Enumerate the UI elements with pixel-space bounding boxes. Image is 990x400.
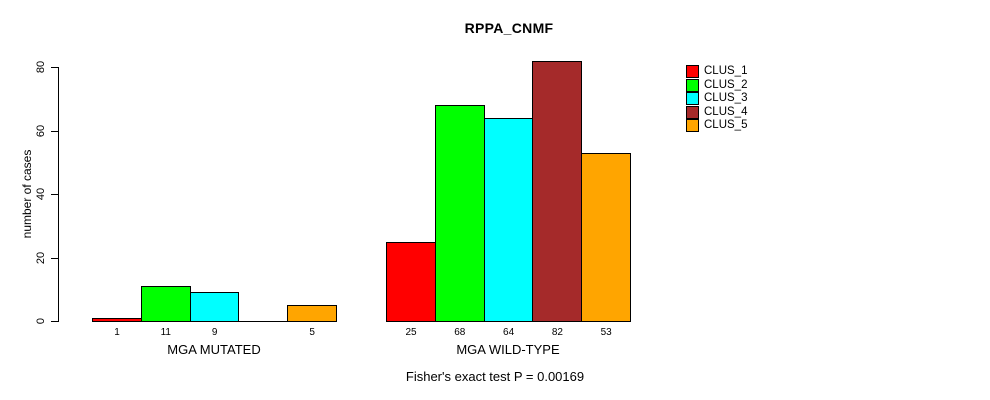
x-axis-group-label-mga-mutated: MGA MUTATED <box>167 342 261 357</box>
x-axis-group-label-mga-wild-type: MGA WILD-TYPE <box>456 342 560 357</box>
bar-value-label: 68 <box>454 327 466 338</box>
y-axis-tick <box>51 194 58 196</box>
bar-clus-1-mga-wild-type <box>386 241 436 322</box>
legend-item-label: CLUS_4 <box>704 105 748 118</box>
y-axis-tick <box>51 67 58 69</box>
legend-item-label: CLUS_3 <box>704 92 748 104</box>
y-axis-title: number of cases <box>20 149 34 239</box>
bar-value-label: 53 <box>600 327 612 338</box>
y-axis-line <box>58 67 59 322</box>
bar-clus-4-mga-mutated <box>238 321 289 322</box>
legend-item-label: CLUS_2 <box>704 78 748 91</box>
bar-clus-2-mga-mutated <box>140 286 191 322</box>
legend-item-label: CLUS_5 <box>704 119 748 131</box>
y-axis-tick-label: 60 <box>35 124 47 137</box>
y-axis-tick-label: 20 <box>35 251 47 264</box>
y-axis-tick-label: 0 <box>35 317 47 325</box>
bar-value-label: 25 <box>405 327 417 338</box>
y-axis-tick-label: 80 <box>35 61 47 74</box>
bar-value-label: 11 <box>160 327 171 338</box>
legend-swatch-clus-2 <box>686 78 699 92</box>
legend-swatch-clus-3 <box>686 92 699 105</box>
bar-value-label: 64 <box>503 327 515 338</box>
bar-value-label: 9 <box>211 327 218 338</box>
legend: CLUS_1 CLUS_2 CLUS_3 CLUS_4 CLUS_5 <box>686 65 806 145</box>
legend-swatch-clus-5 <box>686 119 699 132</box>
bar-value-label: 82 <box>551 327 563 338</box>
footnote-fisher-test: Fisher's exact test P = 0.00169 <box>405 369 585 384</box>
bar-value-label: 5 <box>309 327 315 338</box>
bar-clus-3-mga-mutated <box>189 292 240 322</box>
legend-swatch-clus-1 <box>686 65 699 78</box>
legend-item-label: CLUS_1 <box>704 65 748 77</box>
chart-title: RPPA_CNMF <box>464 20 554 36</box>
y-axis-tick <box>51 130 58 132</box>
bar-clus-5-mga-mutated <box>287 305 337 322</box>
y-axis-tick-label: 40 <box>35 188 47 201</box>
bar-value-label: 1 <box>114 327 120 338</box>
bar-clus-2-mga-wild-type <box>434 105 485 322</box>
y-axis-tick <box>51 321 58 322</box>
legend-swatch-clus-4 <box>686 105 699 119</box>
bar-clus-4-mga-wild-type <box>532 61 583 322</box>
y-axis-tick <box>51 257 58 259</box>
bar-clus-1-mga-mutated <box>92 317 142 322</box>
bar-clus-3-mga-wild-type <box>483 118 534 322</box>
bar-clus-5-mga-wild-type <box>581 152 631 322</box>
